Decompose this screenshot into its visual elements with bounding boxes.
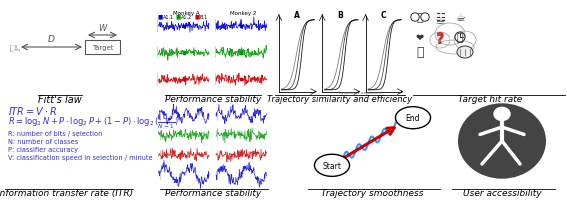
Text: Target hit rate: Target hit rate: [458, 95, 522, 103]
Point: [179, 78, 188, 81]
Text: $ITR = V \cdot R$: $ITR = V \cdot R$: [8, 104, 57, 116]
Point: [179, 52, 188, 55]
Point: [236, 25, 246, 28]
Text: ■: ■: [194, 15, 200, 20]
Text: Lyapunov exponent: Lyapunov exponent: [339, 91, 382, 95]
Text: P: classifier accuracy: P: classifier accuracy: [8, 146, 78, 152]
Text: Performance stability: Performance stability: [165, 188, 261, 197]
Text: End: End: [406, 114, 420, 123]
Text: Start: Start: [323, 161, 341, 170]
Point: [179, 25, 188, 28]
Text: W: W: [99, 24, 107, 33]
Text: ☕: ☕: [455, 13, 465, 23]
Text: ⏰: ⏰: [456, 33, 463, 43]
Point: [236, 52, 246, 55]
Text: B.1: B.1: [200, 15, 208, 20]
Circle shape: [422, 15, 428, 21]
Point: [236, 78, 246, 81]
Text: ❤: ❤: [416, 33, 424, 43]
Text: Trajectory similarity and efficiency: Trajectory similarity and efficiency: [268, 95, 413, 103]
Text: ⛹: ⛹: [416, 46, 424, 59]
Text: A: A: [294, 11, 299, 20]
Text: Information transfer rate (ITR): Information transfer rate (ITR): [0, 188, 133, 197]
Text: A1.1: A1.1: [163, 15, 174, 20]
Text: B: B: [337, 11, 343, 20]
Text: Target: Target: [92, 45, 113, 51]
Text: ☷: ☷: [435, 13, 445, 23]
Text: ■: ■: [157, 15, 163, 20]
Circle shape: [315, 155, 349, 177]
Text: Performance stability: Performance stability: [165, 95, 261, 103]
Text: User accessibility: User accessibility: [463, 188, 541, 197]
Text: ?: ?: [435, 32, 445, 47]
Text: N: number of classes: N: number of classes: [8, 138, 78, 144]
Circle shape: [421, 14, 429, 22]
Text: $R = \log_2 N + P \cdot \log_2 P + (1-P) \cdot \log_2(\frac{1-P}{N-1})$: $R = \log_2 N + P \cdot \log_2 P + (1-P)…: [8, 115, 179, 131]
Circle shape: [455, 33, 465, 43]
Text: Monkey 2: Monkey 2: [230, 11, 257, 16]
Text: Monkey A: Monkey A: [173, 11, 200, 16]
Text: ☕: ☕: [434, 14, 446, 26]
Text: ■: ■: [176, 15, 181, 20]
Text: Trajectory smoothness: Trajectory smoothness: [321, 188, 423, 197]
Ellipse shape: [457, 47, 473, 59]
FancyBboxPatch shape: [85, 41, 120, 55]
Text: ?: ?: [436, 33, 444, 47]
Circle shape: [494, 108, 510, 121]
Circle shape: [412, 15, 418, 21]
Text: R: number of bits / selection: R: number of bits / selection: [8, 130, 103, 136]
Text: D: D: [48, 35, 54, 44]
Circle shape: [395, 107, 430, 129]
Text: V: classification speed in selection / minute: V: classification speed in selection / m…: [8, 154, 153, 160]
Text: ⧉: ⧉: [417, 13, 424, 23]
Ellipse shape: [458, 104, 546, 179]
Text: Fitt's law: Fitt's law: [38, 95, 82, 104]
Text: A1.2: A1.2: [181, 15, 193, 20]
Text: ☝: ☝: [5, 44, 19, 52]
Circle shape: [411, 14, 419, 22]
Text: C: C: [380, 11, 386, 20]
